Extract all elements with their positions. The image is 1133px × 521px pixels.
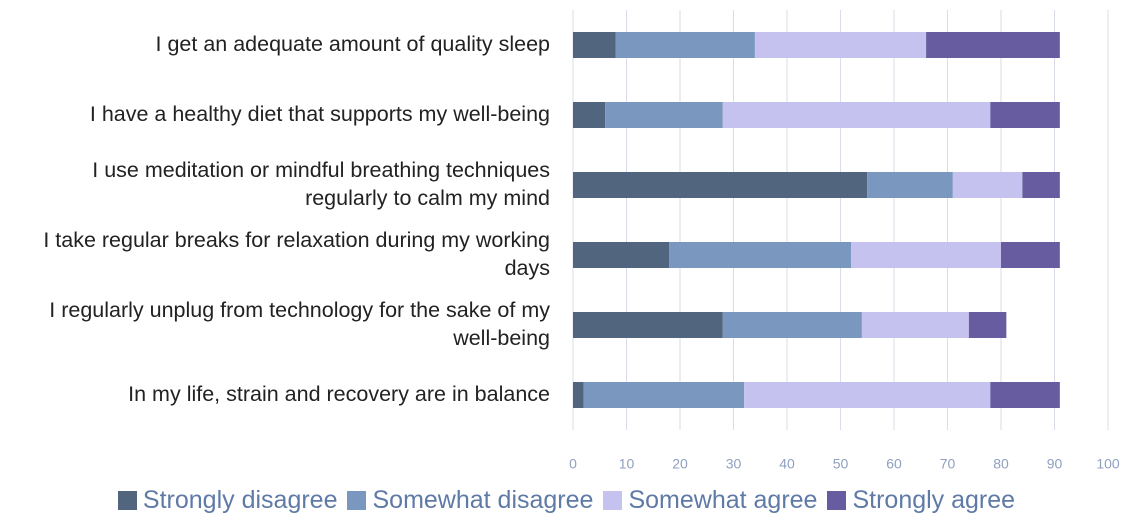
legend-swatch [117,491,137,510]
bar-segment [722,312,862,338]
bar-segment [573,312,723,338]
bar-segment [990,382,1060,408]
bar-segment [952,172,1023,198]
category-label: I use meditation or mindful breathing te… [92,158,550,210]
bar-segment [867,172,953,198]
bar-segment [615,32,755,58]
category-label: I get an adequate amount of quality slee… [155,32,550,57]
legend-label: Somewhat agree [628,486,818,514]
x-tick-label: 100 [1096,456,1120,472]
bar-segment [851,242,1001,268]
bar-segment [573,102,606,128]
x-tick-label: 80 [993,456,1009,472]
x-tick-label: 70 [940,456,956,472]
legend-item: Strongly agree [827,486,1015,515]
legend: Strongly disagree Somewhat disagree Somewh… [0,486,1133,515]
bar-segment [1001,242,1060,268]
legend-label: Somewhat disagree [372,486,594,514]
bar-segment [605,102,723,128]
x-tick-label: 60 [886,456,902,472]
category-label: I have a healthy diet that supports my w… [89,102,550,127]
bar-segment [669,242,852,268]
category-label: In my life, strain and recovery are in b… [128,382,550,407]
legend-item: Somewhat disagree [347,486,593,515]
legend-swatch [347,491,367,510]
legend-label: Strongly disagree [142,486,338,514]
bar-segment [861,312,969,338]
legend-swatch [827,491,847,510]
bar-segment [573,172,868,198]
bar-segment [744,382,991,408]
x-tick-label: 10 [619,456,635,472]
bar-segment [968,312,1007,338]
bar-segment [573,32,616,58]
legend-label: Strongly agree [852,486,1016,514]
category-label: I regularly unplug from technology for t… [49,298,550,350]
legend-item: Strongly disagree [117,486,338,515]
x-tick-label: 90 [1047,456,1063,472]
x-tick-label: 50 [833,456,849,472]
x-tick-label: 30 [726,456,742,472]
bar-segment [722,102,991,128]
bar-segment [926,32,1060,58]
category-label: I take regular breaks for relaxation dur… [43,228,550,280]
x-tick-label: 0 [569,456,577,472]
bar-segment [583,382,745,408]
x-tick-label: 40 [779,456,795,472]
legend-swatch [603,491,623,510]
bar-segment [1022,172,1060,198]
bar-segment [990,102,1060,128]
bar-segment [573,242,670,268]
legend-item: Somewhat agree [603,486,817,515]
x-tick-label: 20 [672,456,688,472]
bar-segment [573,382,584,408]
bar-segment [754,32,927,58]
